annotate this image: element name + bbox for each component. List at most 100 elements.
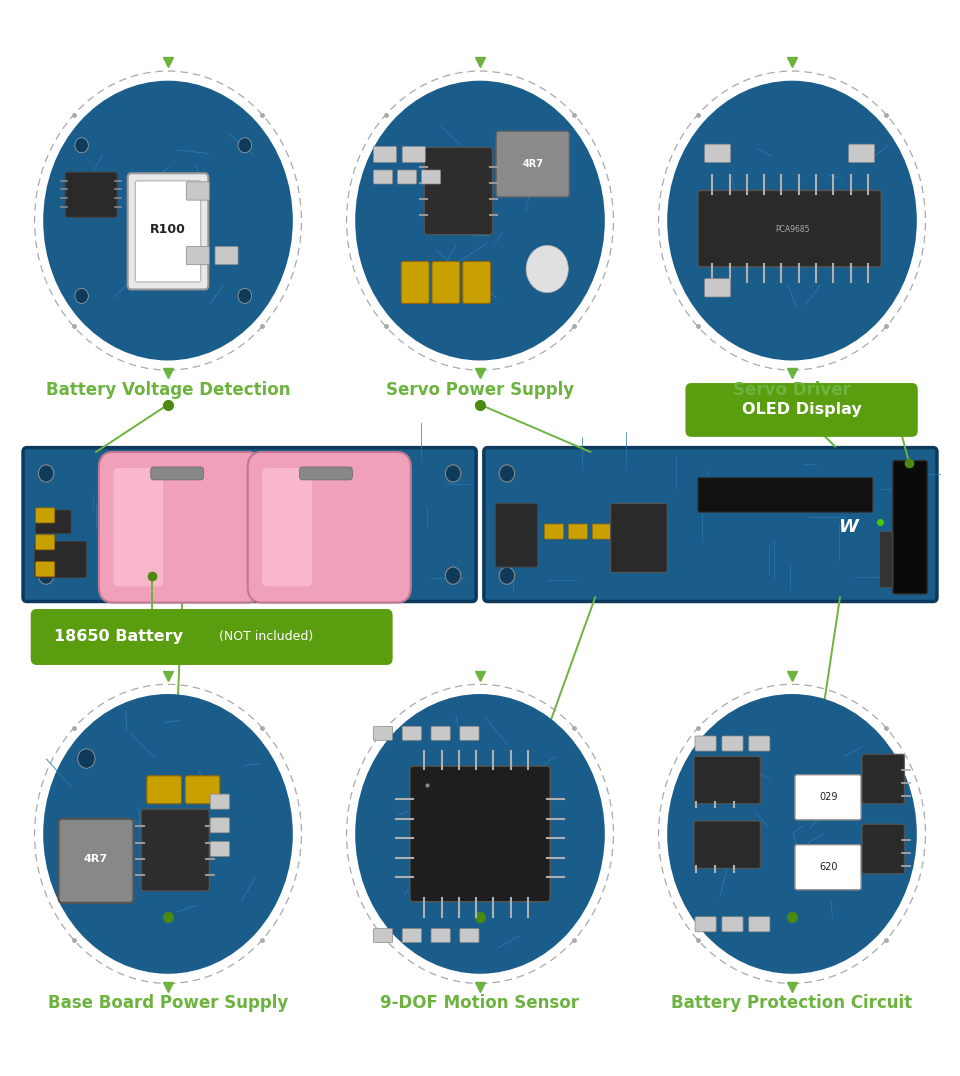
FancyBboxPatch shape [694,756,760,804]
FancyBboxPatch shape [460,726,479,740]
FancyBboxPatch shape [795,845,861,890]
FancyBboxPatch shape [36,510,71,534]
FancyBboxPatch shape [421,170,441,184]
Circle shape [667,694,917,974]
FancyBboxPatch shape [23,448,476,601]
Circle shape [906,465,922,482]
Text: Servo Driver: Servo Driver [733,381,851,398]
Text: Base Board Power Supply: Base Board Power Supply [48,994,288,1011]
FancyBboxPatch shape [151,467,204,480]
FancyBboxPatch shape [36,535,55,550]
FancyBboxPatch shape [402,726,421,740]
Circle shape [38,465,54,482]
FancyBboxPatch shape [862,754,904,804]
Text: 18650 Battery: 18650 Battery [54,629,182,645]
FancyBboxPatch shape [373,170,393,184]
FancyBboxPatch shape [495,504,538,567]
Circle shape [75,138,88,153]
FancyBboxPatch shape [685,383,918,437]
Text: 4R7: 4R7 [84,853,108,864]
FancyBboxPatch shape [544,524,564,539]
FancyBboxPatch shape [248,452,411,603]
FancyBboxPatch shape [862,824,904,874]
FancyBboxPatch shape [402,146,425,162]
Circle shape [238,288,252,303]
Circle shape [38,567,54,584]
FancyBboxPatch shape [749,736,770,751]
FancyBboxPatch shape [373,726,393,740]
FancyBboxPatch shape [698,478,873,512]
FancyBboxPatch shape [373,929,393,943]
FancyBboxPatch shape [401,261,429,303]
FancyBboxPatch shape [141,809,209,891]
FancyBboxPatch shape [795,775,861,820]
FancyBboxPatch shape [35,541,86,578]
Text: Battery Protection Circuit: Battery Protection Circuit [671,994,913,1011]
FancyBboxPatch shape [128,173,208,289]
Text: PCA9685: PCA9685 [775,225,809,233]
Circle shape [526,245,568,293]
Circle shape [43,81,293,360]
FancyBboxPatch shape [431,929,450,943]
FancyBboxPatch shape [402,929,421,943]
Text: Battery Voltage Detection: Battery Voltage Detection [46,381,290,398]
FancyBboxPatch shape [463,261,491,303]
Circle shape [445,465,461,482]
FancyBboxPatch shape [705,144,731,162]
Circle shape [906,567,922,584]
Circle shape [445,567,461,584]
FancyBboxPatch shape [424,147,492,235]
FancyBboxPatch shape [698,190,881,267]
FancyBboxPatch shape [210,794,229,809]
FancyBboxPatch shape [694,821,760,868]
FancyBboxPatch shape [65,172,117,217]
FancyBboxPatch shape [397,170,417,184]
FancyBboxPatch shape [300,467,352,480]
FancyBboxPatch shape [113,468,163,586]
FancyBboxPatch shape [496,131,569,197]
FancyBboxPatch shape [99,452,262,603]
FancyBboxPatch shape [893,461,927,594]
FancyBboxPatch shape [185,776,220,804]
FancyBboxPatch shape [568,524,588,539]
FancyBboxPatch shape [484,448,937,601]
FancyBboxPatch shape [722,917,743,932]
FancyBboxPatch shape [695,736,716,751]
FancyBboxPatch shape [431,726,450,740]
FancyBboxPatch shape [215,246,238,265]
FancyBboxPatch shape [31,609,393,665]
FancyBboxPatch shape [36,562,55,577]
Text: Servo Power Supply: Servo Power Supply [386,381,574,398]
FancyBboxPatch shape [262,468,312,586]
Text: (NOT included): (NOT included) [219,631,313,643]
FancyBboxPatch shape [705,279,731,297]
Text: OLED Display: OLED Display [742,402,861,417]
FancyBboxPatch shape [135,181,201,282]
FancyBboxPatch shape [210,818,229,833]
Circle shape [667,81,917,360]
Circle shape [355,694,605,974]
Text: W: W [838,519,857,536]
Circle shape [75,288,88,303]
FancyBboxPatch shape [210,841,229,856]
FancyBboxPatch shape [611,504,667,572]
FancyBboxPatch shape [36,508,55,523]
FancyBboxPatch shape [592,524,612,539]
Circle shape [238,138,252,153]
FancyBboxPatch shape [722,736,743,751]
FancyBboxPatch shape [59,819,133,903]
FancyBboxPatch shape [460,929,479,943]
FancyBboxPatch shape [849,144,875,162]
FancyBboxPatch shape [695,917,716,932]
Text: 620: 620 [819,862,838,873]
FancyBboxPatch shape [147,776,181,804]
FancyBboxPatch shape [749,917,770,932]
FancyBboxPatch shape [432,261,460,303]
Text: 029: 029 [819,792,838,803]
FancyBboxPatch shape [186,182,209,200]
FancyBboxPatch shape [186,246,209,265]
Text: 4R7: 4R7 [522,158,543,169]
Circle shape [499,465,515,482]
Text: 9-DOF Motion Sensor: 9-DOF Motion Sensor [380,994,580,1011]
Circle shape [43,694,293,974]
